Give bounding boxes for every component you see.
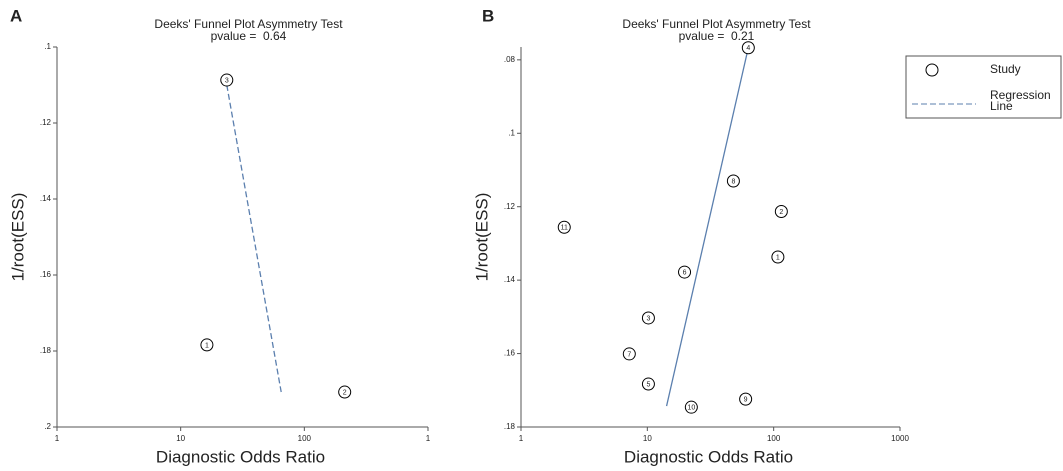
study-point <box>774 204 788 218</box>
study-label: 2 <box>343 389 347 396</box>
x-tick-label: 1 <box>426 434 431 443</box>
study-label: 3 <box>646 315 650 322</box>
y-tick-label: .18 <box>40 346 52 355</box>
study-label: 3 <box>225 77 229 84</box>
study-point <box>641 311 655 325</box>
regression-line <box>665 47 749 407</box>
x-tick-label: 100 <box>298 434 312 443</box>
x-tick-label: 10 <box>176 434 185 443</box>
y-tick-label: .14 <box>40 194 52 203</box>
study-point <box>684 400 698 414</box>
regression-line <box>226 84 282 393</box>
y-axis-label: 1/root(ESS) <box>8 193 27 282</box>
study-point <box>622 347 636 361</box>
chart-subtitle: pvalue = 0.21 <box>679 29 755 43</box>
study-point <box>678 265 692 279</box>
legend-marker <box>925 63 939 77</box>
study-point <box>338 385 352 399</box>
x-tick-label: 1 <box>55 434 60 443</box>
study-label: 7 <box>627 351 631 358</box>
x-axis-label: Diagnostic Odds Ratio <box>156 447 325 466</box>
x-tick-label: 10 <box>643 434 652 443</box>
y-tick-label: .16 <box>40 270 52 279</box>
study-point <box>771 250 785 264</box>
study-point <box>220 73 234 87</box>
chart-title: Deeks' Funnel Plot Asymmetry Test <box>154 17 343 31</box>
y-tick-label: .2 <box>44 422 51 431</box>
panel-label: B <box>482 6 494 25</box>
study-label: 2 <box>779 209 783 216</box>
panel-label: A <box>10 6 22 25</box>
y-tick-label: .1 <box>508 128 515 137</box>
study-point <box>739 392 753 406</box>
y-tick-label: .08 <box>504 55 516 64</box>
y-tick-label: .1 <box>44 42 51 51</box>
y-tick-label: .12 <box>504 202 516 211</box>
study-point <box>641 377 655 391</box>
study-label: 8 <box>731 178 735 185</box>
study-label: 10 <box>687 405 695 412</box>
chart-subtitle: pvalue = 0.64 <box>211 29 287 43</box>
y-axis-label: 1/root(ESS) <box>472 193 491 282</box>
study-label: 1 <box>205 342 209 349</box>
legend-label: Regression Line <box>990 88 1051 113</box>
study-point <box>200 338 214 352</box>
study-label: 4 <box>746 45 750 52</box>
x-axis-label: Diagnostic Odds Ratio <box>624 447 793 466</box>
study-label: 11 <box>561 225 568 232</box>
chart-title: Deeks' Funnel Plot Asymmetry Test <box>622 17 811 31</box>
y-tick-label: .16 <box>504 349 516 358</box>
study-point <box>557 220 571 234</box>
study-label: 1 <box>776 254 780 261</box>
study-label: 9 <box>744 396 748 403</box>
y-tick-label: .14 <box>504 275 516 284</box>
x-tick-label: 1000 <box>891 434 909 443</box>
study-point <box>726 174 740 188</box>
study-label: 5 <box>646 381 650 388</box>
y-tick-label: .12 <box>40 118 52 127</box>
x-tick-label: 1 <box>519 434 524 443</box>
study-label: 6 <box>683 269 687 276</box>
y-tick-label: .18 <box>504 422 516 431</box>
study-point <box>741 41 755 55</box>
x-tick-label: 100 <box>767 434 781 443</box>
legend-label: Study <box>990 62 1021 76</box>
